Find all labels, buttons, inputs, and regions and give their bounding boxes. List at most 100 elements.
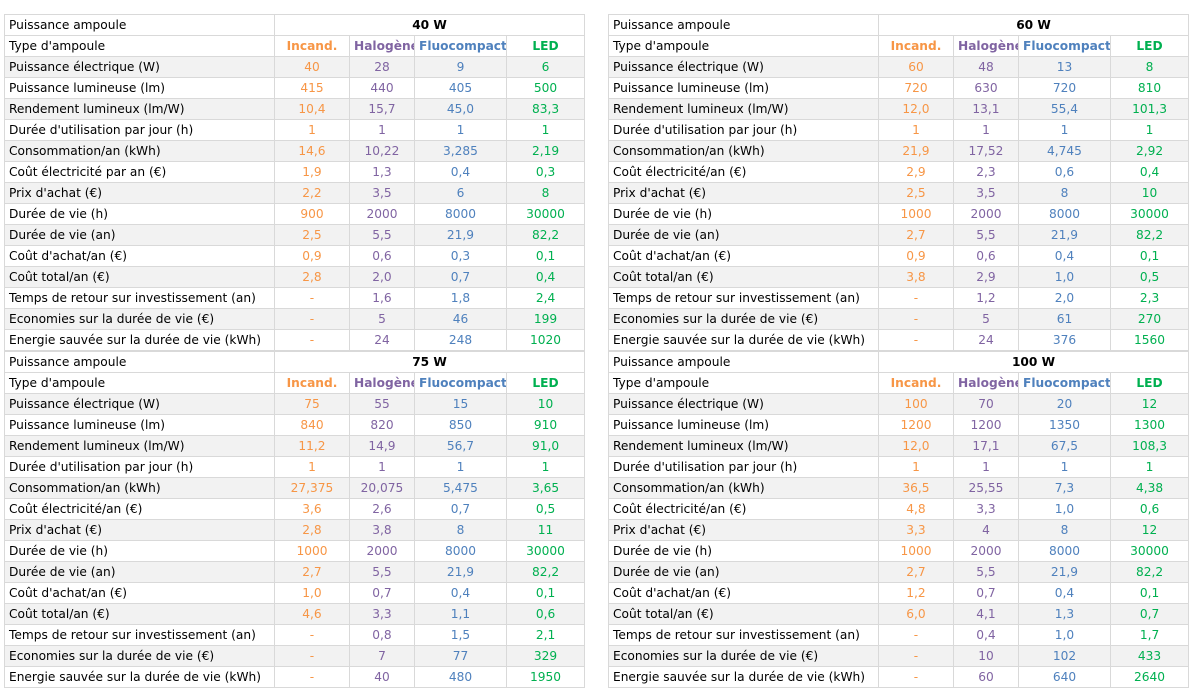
cell-value: 8 [1018, 519, 1111, 541]
cell-value: 2,7 [878, 224, 954, 246]
cell-value: 1 [953, 119, 1019, 141]
row-label: Consommation/an (kWh) [608, 477, 879, 499]
cell-value: 405 [414, 77, 507, 99]
cell-value: 910 [505, 414, 586, 436]
cell-value: 3,3 [349, 603, 415, 625]
table-row: Durée de vie (h) 1000 2000 8000 30000 [608, 203, 1190, 225]
type-header-0: Incand. [878, 372, 954, 394]
cell-value: 1 [414, 119, 507, 141]
table-row: Temps de retour sur investissement (an) -… [608, 624, 1190, 646]
cell-value: 1,0 [1018, 498, 1111, 520]
cell-value: 199 [505, 308, 586, 330]
cell-value: 83,3 [505, 98, 586, 120]
cell-value: 5,5 [953, 224, 1019, 246]
cell-value: 82,2 [1109, 561, 1190, 583]
cell-value: 2,3 [1109, 287, 1190, 309]
table-row: Coût électricité/an (€) 2,9 2,3 0,6 0,4 [608, 161, 1190, 183]
cell-value: 21,9 [414, 561, 507, 583]
table-row: Coût d'achat/an (€) 0,9 0,6 0,4 0,1 [608, 245, 1190, 267]
cell-value: 1,3 [349, 161, 415, 183]
row-label: Durée de vie (h) [608, 540, 879, 562]
row-label: Coût total/an (€) [608, 266, 879, 288]
cell-value: - [878, 329, 954, 351]
row-label: Consommation/an (kWh) [4, 140, 275, 162]
cell-value: - [274, 666, 350, 688]
row-label: Prix d'achat (€) [608, 182, 879, 204]
cell-value: 4,6 [274, 603, 350, 625]
table-row: Puissance lumineuse (lm) 720 630 720 810 [608, 77, 1190, 99]
cell-value: 20,075 [349, 477, 415, 499]
row-label: Puissance lumineuse (lm) [4, 77, 275, 99]
cell-value: 55 [349, 393, 415, 415]
row-label: Coût électricité par an (€) [4, 161, 275, 183]
table-row: Consommation/an (kWh) 21,9 17,52 4,745 2,92 [608, 140, 1190, 162]
cell-value: 0,6 [349, 245, 415, 267]
table-row: Prix d'achat (€) 2,8 3,8 8 11 [4, 519, 586, 541]
cell-value: 8000 [1018, 540, 1111, 562]
cell-value: 0,7 [414, 266, 507, 288]
cell-value: 70 [953, 393, 1019, 415]
type-label: Type d'ampoule [4, 35, 275, 57]
type-label: Type d'ampoule [4, 372, 275, 394]
cell-value: 8 [414, 519, 507, 541]
table-row: Coût électricité par an (€) 1,9 1,3 0,4 0,3 [4, 161, 586, 183]
type-header-3: LED [1109, 35, 1190, 57]
row-label: Economies sur la durée de vie (€) [608, 645, 879, 667]
table-row: Economies sur la durée de vie (€) -10 102 4… [608, 645, 1190, 667]
table-row: Puissance lumineuse (lm) 840 820 850 910 [4, 414, 586, 436]
cell-value: 82,2 [505, 224, 586, 246]
power-label: Puissance ampoule [4, 14, 275, 36]
cell-value: 1 [414, 456, 507, 478]
row-label: Temps de retour sur investissement (an) [608, 624, 879, 646]
table-row: Coût d'achat/an (€) 0,9 0,6 0,3 0,1 [4, 245, 586, 267]
table-row: Temps de retour sur investissement (an) -… [4, 287, 586, 309]
cell-value: 77 [414, 645, 507, 667]
cell-value: 1300 [1109, 414, 1190, 436]
cell-value: 1 [1109, 456, 1190, 478]
row-label: Prix d'achat (€) [4, 519, 275, 541]
cell-value: 3,6 [274, 498, 350, 520]
cell-value: 30000 [1109, 203, 1190, 225]
cell-value: 2,1 [505, 624, 586, 646]
cell-value: 5,475 [414, 477, 507, 499]
cell-value: 4,38 [1109, 477, 1190, 499]
cell-value: 500 [505, 77, 586, 99]
cell-value: 1,8 [414, 287, 507, 309]
cell-value: 108,3 [1109, 435, 1190, 457]
row-label: Consommation/an (kWh) [4, 477, 275, 499]
row-label: Economies sur la durée de vie (€) [608, 308, 879, 330]
cell-value: 810 [1109, 77, 1190, 99]
cell-value: - [878, 666, 954, 688]
cell-value: 14,6 [274, 140, 350, 162]
cell-value: 61 [1018, 308, 1111, 330]
cell-value: 0,6 [953, 245, 1019, 267]
row-label: Durée d'utilisation par jour (h) [4, 456, 275, 478]
cell-value: 1560 [1109, 329, 1190, 351]
cell-value: 9 [414, 56, 507, 78]
table-row: Durée d'utilisation par jour (h) 1 1 1 1 [4, 119, 586, 141]
cell-value: 13 [1018, 56, 1111, 78]
bulb-table-1: Puissance ampoule 60 W Type d'ampoule Incan… [608, 14, 1190, 351]
cell-value: 1 [349, 456, 415, 478]
cell-value: - [274, 624, 350, 646]
cell-value: 1 [274, 119, 350, 141]
cell-value: 60 [878, 56, 954, 78]
type-header-2: Fluocompacte [414, 372, 507, 394]
row-label: Durée de vie (an) [608, 224, 879, 246]
row-label: Energie sauvée sur la durée de vie (kWh) [608, 329, 879, 351]
row-label: Coût d'achat/an (€) [4, 582, 275, 604]
power-value: 75 W [273, 351, 586, 373]
power-value: 100 W [877, 351, 1190, 373]
table-row: Coût total/an (€) 3,8 2,9 1,0 0,5 [608, 266, 1190, 288]
cell-value: 3,65 [505, 477, 586, 499]
type-row: Type d'ampoule Incand. Halogène Fluocompact… [608, 372, 1190, 394]
cell-value: 1,3 [1018, 603, 1111, 625]
table-row: Energie sauvée sur la durée de vie (kWh)… [608, 666, 1190, 688]
table-row: Coût total/an (€) 6,0 4,1 1,3 0,7 [608, 603, 1190, 625]
power-label: Puissance ampoule [4, 351, 275, 373]
cell-value: 2,92 [1109, 140, 1190, 162]
cell-value: 0,9 [274, 245, 350, 267]
row-label: Prix d'achat (€) [608, 519, 879, 541]
row-label: Energie sauvée sur la durée de vie (kWh) [608, 666, 879, 688]
type-header-2: Fluocompacte [1018, 372, 1111, 394]
